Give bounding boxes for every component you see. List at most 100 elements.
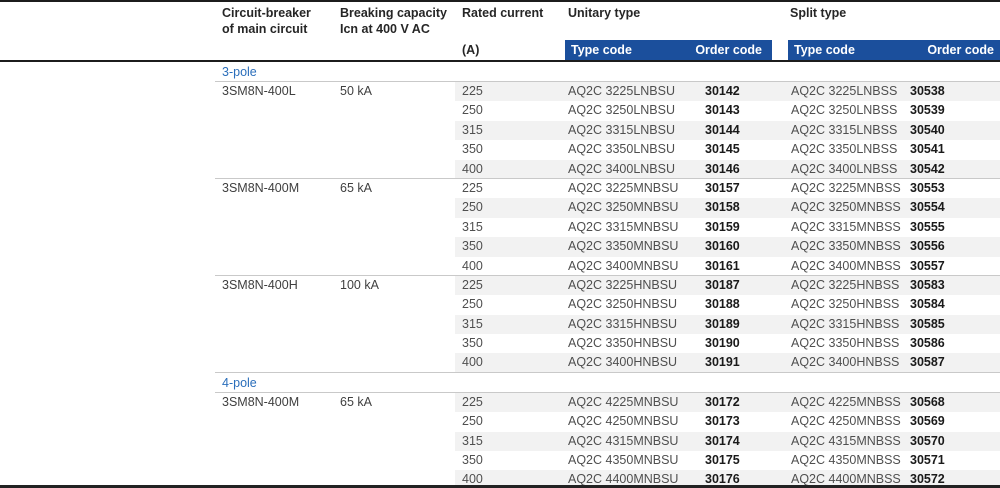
left-margin <box>0 275 215 296</box>
section-header-cells: 3-pole <box>215 62 1000 82</box>
table-row: 250 AQ2C 3250MNBSU 30158 AQ2C 3250MNBSS 3055… <box>0 198 1000 218</box>
table-row: 350 AQ2C 3350LNBSU 30145 AQ2C 3350LNBSS 3054… <box>0 140 1000 160</box>
column-gap <box>773 257 788 275</box>
capacity-cell <box>333 237 455 256</box>
capacity-cell: 65 kA <box>340 394 372 409</box>
split-type-code-cell: AQ2C 3250LNBSS <box>791 103 898 118</box>
unitary-order-code-cell: 30145 <box>705 142 740 157</box>
capacity-cell: 65 kA <box>340 180 372 195</box>
split-type-code-header: Type code <box>794 43 855 57</box>
breaker-cell: 3SM8N-400M <box>222 394 300 409</box>
split-order-code-cell: 30538 <box>908 82 1000 102</box>
section-header-row: 3-pole <box>0 62 1000 82</box>
unitary-order-code-cell: 30188 <box>705 297 740 312</box>
rated-current-cell: 225 <box>455 275 565 296</box>
breaker-cell <box>215 198 333 217</box>
split-type-code-cell: AQ2C 3400MNBSS <box>791 258 901 273</box>
split-type-code-cell: AQ2C 3250HNBSS <box>791 297 900 312</box>
column-header-line: Icn at 400 V AC <box>340 22 430 36</box>
split-order-code-cell: 30557 <box>910 258 945 273</box>
split-order-code-cell: 30586 <box>910 336 945 351</box>
capacity-cell <box>333 432 455 451</box>
split-order-code-cell: 30553 <box>910 180 945 195</box>
rated-current-cell: 250 <box>455 198 565 218</box>
row-cells: 3SM8N-400H 100 kA 225 AQ2C 3225HNBSU 30187 AQ… <box>215 275 1000 296</box>
split-order-code-cell: 30540 <box>908 120 1000 141</box>
column-gap <box>773 101 788 120</box>
rated-current-cell: 350 <box>462 453 483 468</box>
split-order-code-cell: 30571 <box>910 453 945 468</box>
unitary-order-code-cell: 30174 <box>685 431 773 452</box>
unitary-type-code-cell: AQ2C 3225LNBSU <box>565 82 685 102</box>
column-gap <box>773 218 788 237</box>
unitary-type-code-cell: AQ2C 4315MNBSU <box>565 431 685 452</box>
split-order-code-cell: 30585 <box>908 314 1000 335</box>
split-type-code-cell: AQ2C 3250MNBSS <box>788 198 908 218</box>
column-gap <box>773 159 788 178</box>
breaker-cell: 3SM8N-400L <box>222 84 296 98</box>
rated-current-cell: 400 <box>455 353 565 372</box>
left-margin <box>0 82 215 102</box>
left-margin <box>0 178 215 199</box>
table-row: 400 AQ2C 3400MNBSU 30161 AQ2C 3400MNBSS 3055… <box>0 256 1000 276</box>
left-margin <box>0 392 215 413</box>
column-gap <box>773 120 788 141</box>
rated-current-cell: 250 <box>462 414 483 429</box>
split-type-code-cell: AQ2C 3225HNBSS <box>788 275 908 296</box>
unitary-order-code-cell: 30189 <box>685 314 773 335</box>
unitary-order-code-cell: 30161 <box>705 258 740 273</box>
unitary-order-code-cell: 30158 <box>685 198 773 218</box>
column-header-rated-current: Rated current <box>462 5 543 21</box>
unitary-type-code-cell: AQ2C 3315LNBSU <box>565 120 685 141</box>
capacity-cell: 100 kA <box>340 277 379 292</box>
left-margin <box>0 198 215 218</box>
row-cells: 315 AQ2C 4315MNBSU 30174 AQ2C 4315MNBSS 3057… <box>215 431 1000 452</box>
split-type-code-cell: AQ2C 3315HNBSS <box>788 314 908 335</box>
breaker-cell <box>215 237 333 256</box>
table-row: 3SM8N-400H 100 kA 225 AQ2C 3225HNBSU 30187 AQ… <box>0 275 1000 296</box>
column-gap <box>773 82 788 102</box>
left-margin <box>0 470 215 488</box>
row-cells: 350 AQ2C 4350MNBSU 30175 AQ2C 4350MNBSS 3057… <box>215 451 1000 470</box>
unitary-order-code-cell: 30146 <box>685 159 773 178</box>
left-margin <box>0 295 215 315</box>
rated-current-cell: 350 <box>462 336 483 351</box>
left-margin <box>0 314 215 335</box>
unitary-order-code-cell: 30143 <box>705 103 740 118</box>
breaker-cell <box>215 257 333 275</box>
capacity-cell <box>333 121 455 140</box>
breaker-cell: 3SM8N-400H <box>222 277 298 292</box>
left-margin <box>0 334 215 354</box>
split-order-code-cell: 30542 <box>908 159 1000 178</box>
column-gap <box>773 392 788 413</box>
unitary-type-code-cell: AQ2C 3350LNBSU <box>568 142 676 157</box>
split-order-code-cell: 30587 <box>908 353 1000 372</box>
unitary-order-code-cell: 30187 <box>685 275 773 296</box>
capacity-cell <box>333 334 455 353</box>
unitary-type-code-header: Type code <box>571 43 632 57</box>
row-cells: 315 AQ2C 3315MNBSU 30159 AQ2C 3315MNBSS 3055… <box>215 218 1000 237</box>
column-gap <box>773 431 788 452</box>
rated-current-cell: 400 <box>462 258 483 273</box>
table-row: 3SM8N-400L 50 kA 225 AQ2C 3225LNBSU 30142 AQ2… <box>0 82 1000 102</box>
split-order-code-cell: 30541 <box>910 142 945 157</box>
row-cells: 350 AQ2C 3350MNBSU 30160 AQ2C 3350MNBSS 3055… <box>215 237 1000 257</box>
unitary-type-code-cell: AQ2C 3400LNBSU <box>565 159 685 178</box>
left-margin <box>0 451 215 471</box>
split-order-code-header: Order code <box>927 43 994 57</box>
unitary-order-code-cell: 30190 <box>705 336 740 351</box>
row-cells: 3SM8N-400L 50 kA 225 AQ2C 3225LNBSU 30142 AQ2… <box>215 82 1000 102</box>
column-header-line: Circuit-breaker <box>222 6 311 20</box>
left-margin <box>0 431 215 452</box>
table-row: 315 AQ2C 3315LNBSU 30144 AQ2C 3315LNBSS 3054… <box>0 120 1000 141</box>
row-cells: 350 AQ2C 3350LNBSU 30145 AQ2C 3350LNBSS 3054… <box>215 140 1000 159</box>
left-margin <box>0 237 215 257</box>
breaker-cell <box>215 353 333 371</box>
split-order-code-cell: 30570 <box>908 431 1000 452</box>
capacity-cell <box>333 101 455 120</box>
left-margin <box>0 256 215 276</box>
column-gap <box>773 353 788 372</box>
capacity-cell <box>333 295 455 314</box>
left-margin <box>0 353 215 373</box>
